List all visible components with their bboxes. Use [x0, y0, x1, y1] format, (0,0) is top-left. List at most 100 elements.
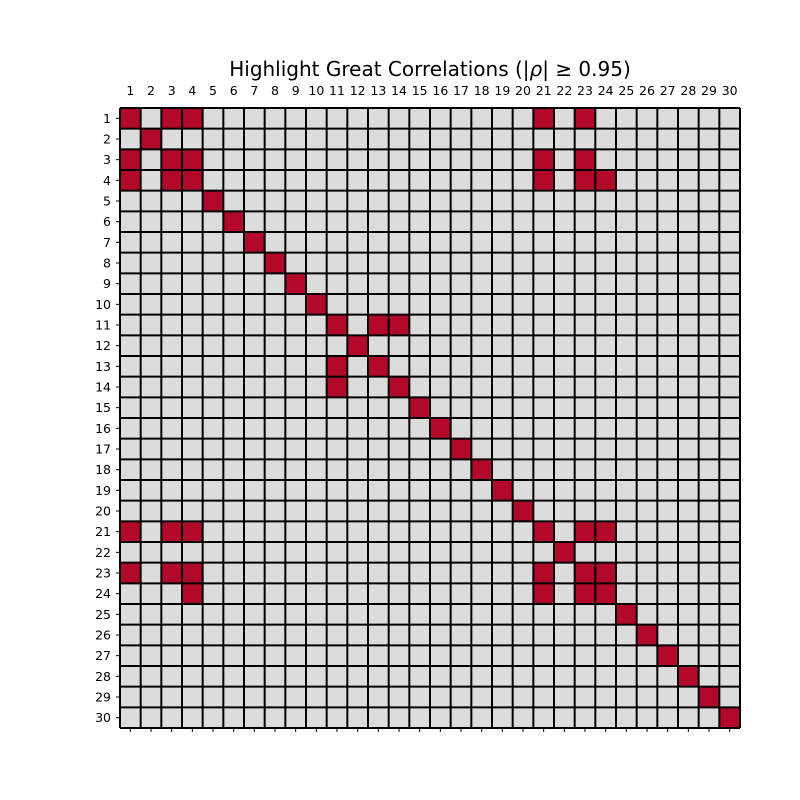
y-tick-label: 8	[103, 256, 111, 271]
heatmap-cell	[347, 459, 368, 480]
heatmap-cell	[244, 273, 265, 294]
heatmap-cell	[533, 376, 554, 398]
heatmap-cell	[368, 190, 389, 212]
heatmap-cell	[678, 686, 699, 708]
heatmap-cell	[223, 438, 244, 460]
heatmap-cell	[471, 314, 492, 336]
heatmap-cell	[533, 335, 554, 356]
heatmap-cell	[285, 252, 306, 274]
heatmap-cell-highlighted	[616, 604, 637, 625]
heatmap-cell	[202, 645, 224, 666]
heatmap-cell-highlighted	[554, 542, 575, 563]
heatmap-cell	[719, 562, 740, 584]
heatmap-cell-highlighted	[719, 707, 740, 728]
heatmap-cell	[719, 273, 740, 294]
heatmap-cell	[616, 128, 637, 150]
heatmap-cell	[471, 707, 492, 728]
heatmap-cell	[616, 542, 637, 563]
heatmap-cell	[182, 500, 203, 522]
heatmap-cell	[678, 232, 699, 253]
heatmap-cell	[140, 645, 162, 666]
heatmap-cell	[306, 232, 327, 253]
heatmap-cell	[306, 314, 327, 336]
heatmap-cell	[595, 459, 616, 480]
heatmap-cell-highlighted	[244, 232, 265, 253]
heatmap-cell	[202, 128, 224, 150]
heatmap-cell	[657, 376, 678, 398]
heatmap-cell	[450, 232, 472, 253]
heatmap-cell-highlighted	[182, 149, 203, 170]
heatmap-cell	[678, 562, 699, 584]
heatmap-cell	[161, 645, 182, 666]
heatmap-cell	[698, 335, 720, 356]
y-tick-label: 19	[95, 483, 111, 498]
heatmap-cell	[595, 438, 616, 460]
heatmap-cell	[368, 500, 389, 522]
heatmap-cell	[636, 170, 658, 191]
x-tick-label: 26	[639, 83, 655, 98]
heatmap-cell	[388, 624, 410, 646]
heatmap-cell	[264, 666, 286, 687]
heatmap-cell	[285, 170, 306, 191]
heatmap-cell	[554, 521, 575, 542]
heatmap-cell	[616, 583, 637, 604]
heatmap-cell	[636, 397, 658, 418]
heatmap-cell	[202, 480, 224, 501]
heatmap-cell	[140, 521, 162, 542]
heatmap-cell	[719, 604, 740, 625]
heatmap-cell	[368, 624, 389, 646]
heatmap-cell	[512, 294, 534, 315]
heatmap-cell	[698, 314, 720, 336]
y-tick-label: 20	[95, 504, 111, 519]
heatmap-cell	[347, 666, 368, 687]
heatmap-cell	[244, 335, 265, 356]
heatmap-cell	[450, 149, 472, 170]
y-tick-label: 1	[103, 111, 111, 126]
heatmap-cell	[244, 108, 265, 129]
y-axis-ticks: 1234567891011121314151617181920212223242…	[95, 111, 120, 725]
heatmap-cell-highlighted	[430, 418, 451, 439]
heatmap-cell	[574, 376, 596, 398]
y-tick-label: 17	[95, 442, 111, 457]
heatmap-cell	[719, 624, 740, 646]
heatmap-cell-highlighted	[533, 583, 554, 604]
heatmap-cells	[120, 108, 740, 728]
heatmap-cell	[554, 438, 575, 460]
heatmap-cell-highlighted	[595, 583, 616, 604]
heatmap-cell	[595, 686, 616, 708]
heatmap-cell-highlighted	[636, 624, 658, 646]
heatmap-cell-highlighted	[161, 108, 182, 129]
heatmap-cell	[616, 397, 637, 418]
heatmap-cell-highlighted	[182, 521, 203, 542]
heatmap-cell	[698, 232, 720, 253]
heatmap-cell	[430, 149, 451, 170]
heatmap-cell	[533, 190, 554, 212]
heatmap-cell	[430, 686, 451, 708]
heatmap-cell	[388, 438, 410, 460]
heatmap-cell	[616, 438, 637, 460]
heatmap-cell	[244, 128, 265, 150]
heatmap-cell-highlighted	[182, 562, 203, 584]
heatmap-cell	[657, 562, 678, 584]
heatmap-cell	[264, 562, 286, 584]
heatmap-cell	[409, 273, 430, 294]
heatmap-cell	[285, 438, 306, 460]
heatmap-cell	[140, 624, 162, 646]
heatmap-cell	[616, 624, 637, 646]
heatmap-cell	[636, 500, 658, 522]
heatmap-cell	[264, 624, 286, 646]
heatmap-cell	[657, 521, 678, 542]
heatmap-cell	[347, 232, 368, 253]
heatmap-cell	[698, 418, 720, 439]
heatmap-cell	[326, 211, 348, 232]
heatmap-cell	[368, 686, 389, 708]
y-tick-label: 7	[103, 235, 111, 250]
heatmap-cell	[574, 397, 596, 418]
heatmap-cell	[285, 418, 306, 439]
heatmap-cell-highlighted	[368, 314, 389, 336]
heatmap-cell	[409, 376, 430, 398]
heatmap-cell	[450, 583, 472, 604]
heatmap-cell	[471, 376, 492, 398]
heatmap-cell	[636, 335, 658, 356]
heatmap-cell	[140, 707, 162, 728]
